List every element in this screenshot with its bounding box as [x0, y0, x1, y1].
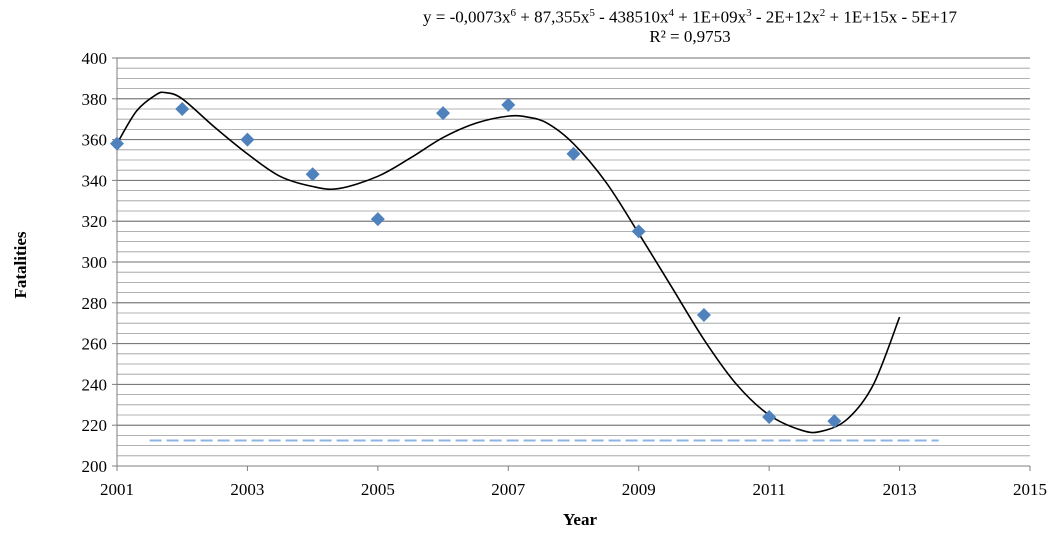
eq-part-3: - 438510x: [594, 7, 669, 27]
data-point-marker: [762, 410, 777, 425]
y-tick-label: 300: [82, 253, 108, 272]
grid-lines: [117, 57, 1030, 467]
data-point-marker: [501, 97, 516, 112]
data-point-marker: [370, 212, 385, 227]
data-point-marker: [110, 136, 124, 151]
data-point-marker: [631, 224, 646, 239]
axes: [112, 57, 1031, 471]
eq-exp-2: 5: [589, 7, 595, 19]
y-tick-label: 380: [82, 90, 108, 109]
x-tick-label: 2001: [100, 480, 134, 499]
eq-exp-3: 4: [668, 7, 675, 19]
trendline-curve: [116, 91, 901, 434]
eq-exp-1: 6: [510, 7, 517, 19]
eq-part-2: + 87,355x: [516, 7, 590, 27]
x-tick-label: 2003: [230, 480, 264, 499]
r-squared-label: R² = 0,9753: [649, 26, 731, 46]
x-tick-label: 2005: [361, 480, 395, 499]
trendline: [116, 91, 901, 434]
y-tick-label: 320: [82, 212, 108, 231]
y-tick-label: 200: [82, 457, 108, 476]
data-point-marker: [175, 102, 190, 116]
x-axis-title: Year: [563, 510, 597, 529]
eq-part-4: + 1E+09x: [674, 7, 747, 27]
tick-labels: 200 220 240 260 280 300 320 340 360 380 400 2001 200…: [82, 49, 1048, 499]
y-tick-label: 240: [82, 375, 108, 394]
eq-exp-5: 2: [819, 7, 826, 19]
x-tick-label: 2007: [491, 480, 526, 499]
equation-line: y = -0,0073x6 + 87,355x5 - 438510x4 + 1E…: [330, 4, 1050, 27]
y-tick-label: 400: [82, 49, 108, 68]
data-point-marker: [566, 146, 581, 161]
y-tick-label: 260: [82, 335, 108, 354]
eq-exp-4: 3: [746, 7, 752, 19]
y-axis-title: Fatalities: [11, 231, 30, 299]
data-point-marker: [436, 106, 451, 121]
data-points: [110, 97, 842, 429]
y-tick-label: 340: [82, 171, 108, 190]
data-point-marker: [240, 132, 255, 147]
x-tick-label: 2013: [883, 480, 917, 499]
data-point-marker: [305, 167, 320, 182]
eq-part-prefix: y = -0,0073x: [423, 7, 511, 27]
x-tick-label: 2015: [1013, 480, 1047, 499]
y-tick-label: 220: [82, 416, 108, 435]
eq-part-6: + 1E+15x - 5E+17: [825, 7, 957, 27]
data-point-marker: [827, 414, 842, 429]
data-point-marker: [696, 308, 711, 323]
x-tick-label: 2011: [752, 480, 785, 499]
eq-part-5: - 2E+12x: [751, 7, 820, 27]
y-tick-label: 360: [82, 131, 108, 150]
trendline-equation: y = -0,0073x6 + 87,355x5 - 438510x4 + 1E…: [330, 4, 1050, 46]
x-tick-label: 2009: [622, 480, 656, 499]
y-tick-label: 280: [82, 294, 108, 313]
